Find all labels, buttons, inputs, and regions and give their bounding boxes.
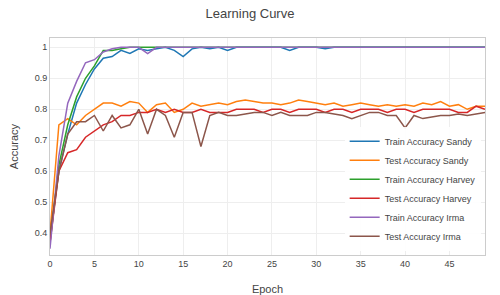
svg-text:5: 5 (92, 259, 97, 269)
svg-text:Test Accuracy Harvey: Test Accuracy Harvey (385, 194, 472, 204)
svg-text:20: 20 (223, 259, 233, 269)
svg-text:Train Accuracy Irma: Train Accuracy Irma (385, 213, 465, 223)
svg-text:15: 15 (178, 259, 188, 269)
svg-text:1: 1 (42, 42, 47, 52)
svg-text:25: 25 (267, 259, 277, 269)
svg-text:10: 10 (134, 259, 144, 269)
svg-text:30: 30 (311, 259, 321, 269)
svg-text:Learning Curve: Learning Curve (206, 6, 295, 21)
svg-text:0.8: 0.8 (35, 104, 48, 114)
svg-text:Test Accuracy Irma: Test Accuracy Irma (385, 232, 461, 242)
svg-text:Epoch: Epoch (252, 283, 283, 295)
svg-text:Accuracy: Accuracy (8, 123, 20, 169)
svg-text:45: 45 (444, 259, 454, 269)
svg-text:Test Accuracy Sandy: Test Accuracy Sandy (385, 156, 469, 166)
svg-text:0.4: 0.4 (35, 228, 48, 238)
svg-text:0.9: 0.9 (35, 73, 48, 83)
svg-text:Train Accuracy Harvey: Train Accuracy Harvey (385, 175, 476, 185)
svg-text:0.7: 0.7 (35, 135, 48, 145)
svg-text:0.5: 0.5 (35, 197, 48, 207)
svg-text:Train Accuracy Sandy: Train Accuracy Sandy (385, 137, 473, 147)
svg-text:0: 0 (47, 259, 52, 269)
svg-text:35: 35 (356, 259, 366, 269)
svg-text:40: 40 (400, 259, 410, 269)
svg-text:0.6: 0.6 (35, 166, 48, 176)
